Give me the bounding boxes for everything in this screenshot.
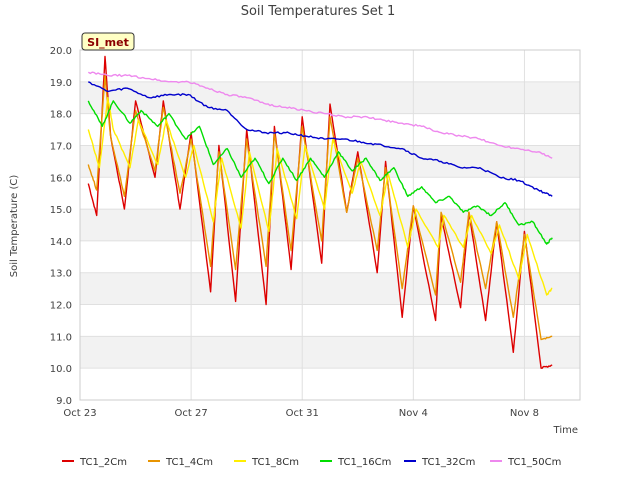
plot-background [80, 50, 580, 400]
y-axis-ticks: 9.0 10.0 11.0 12.0 13.0 14.0 15.0 16.0 17.0 18.0 1… [50, 46, 72, 407]
grid-band [80, 272, 580, 305]
chart-title: Soil Temperatures Set 1 [241, 4, 396, 19]
badge-box [81, 32, 135, 51]
grid-band [80, 209, 580, 241]
y-tick-label: 16.0 [50, 173, 72, 184]
y-tick-label: 12.0 [50, 301, 72, 312]
legend-item-tc1-50cm: TC1_50Cm [490, 457, 561, 468]
plot-frame [79, 49, 581, 401]
y-axis-label: Soil Temperature (C) [9, 175, 20, 278]
y-tick-label: 11.0 [50, 332, 72, 343]
x-axis-label: Time [553, 425, 578, 436]
series-line-tc1-8cm [87, 96, 553, 296]
y-tick-label: 13.0 [50, 269, 72, 280]
series-line-tc1-4cm [87, 74, 553, 341]
series-line-tc1-32cm [88, 81, 553, 197]
y-tick-label: 18.0 [50, 110, 72, 121]
legend-item-tc1-8cm: TC1_8Cm [234, 457, 299, 468]
legend-item-tc1-2cm: TC1_2Cm [62, 457, 127, 468]
badge-label: SI_met [87, 36, 129, 49]
y-tick-label: 9.0 [56, 396, 72, 407]
y-tick-label: 17.0 [50, 141, 72, 152]
x-tick-label: Nov 4 [399, 408, 428, 419]
y-tick-label: 15.0 [50, 205, 72, 216]
series-line-tc1-50cm [87, 71, 553, 159]
grid-band [80, 304, 580, 337]
legend-label: TC1_8Cm [251, 457, 299, 468]
legend-item-tc1-4cm: TC1_4Cm [148, 457, 213, 468]
x-tick-label: Oct 27 [175, 408, 208, 419]
y-tick-label: 19.0 [50, 78, 72, 89]
x-axis-ticks: Oct 23 Oct 27 Oct 31 Nov 4 Nov 8 [63, 408, 539, 419]
legend-item-tc1-16cm: TC1_16Cm [320, 457, 391, 468]
x-tick-label: Oct 23 [63, 408, 96, 419]
grid-band [80, 336, 580, 369]
grid-band [80, 50, 580, 82]
legend: TC1_2Cm TC1_4Cm TC1_8Cm TC1_16Cm TC1_32Cm TC1… [62, 457, 561, 468]
series-line-tc1-16cm [87, 100, 553, 245]
grid-band [80, 368, 580, 400]
grid-band [80, 177, 580, 210]
legend-label: TC1_16Cm [337, 457, 391, 468]
grid-band [80, 240, 580, 273]
y-tick-label: 10.0 [50, 364, 72, 375]
legend-item-tc1-32cm: TC1_32Cm [404, 457, 475, 468]
y-tick-label: 14.0 [50, 237, 72, 248]
x-tick-label: Oct 31 [286, 408, 319, 419]
legend-label: TC1_2Cm [79, 457, 127, 468]
legend-label: TC1_50Cm [507, 457, 561, 468]
x-tick-label: Nov 8 [510, 408, 539, 419]
legend-label: TC1_32Cm [421, 457, 475, 468]
series-lines [87, 55, 553, 369]
site-badge: SI_met [81, 32, 135, 51]
series-line-tc1-2cm [87, 55, 553, 369]
y-tick-label: 20.0 [50, 46, 72, 57]
legend-label: TC1_4Cm [165, 457, 213, 468]
